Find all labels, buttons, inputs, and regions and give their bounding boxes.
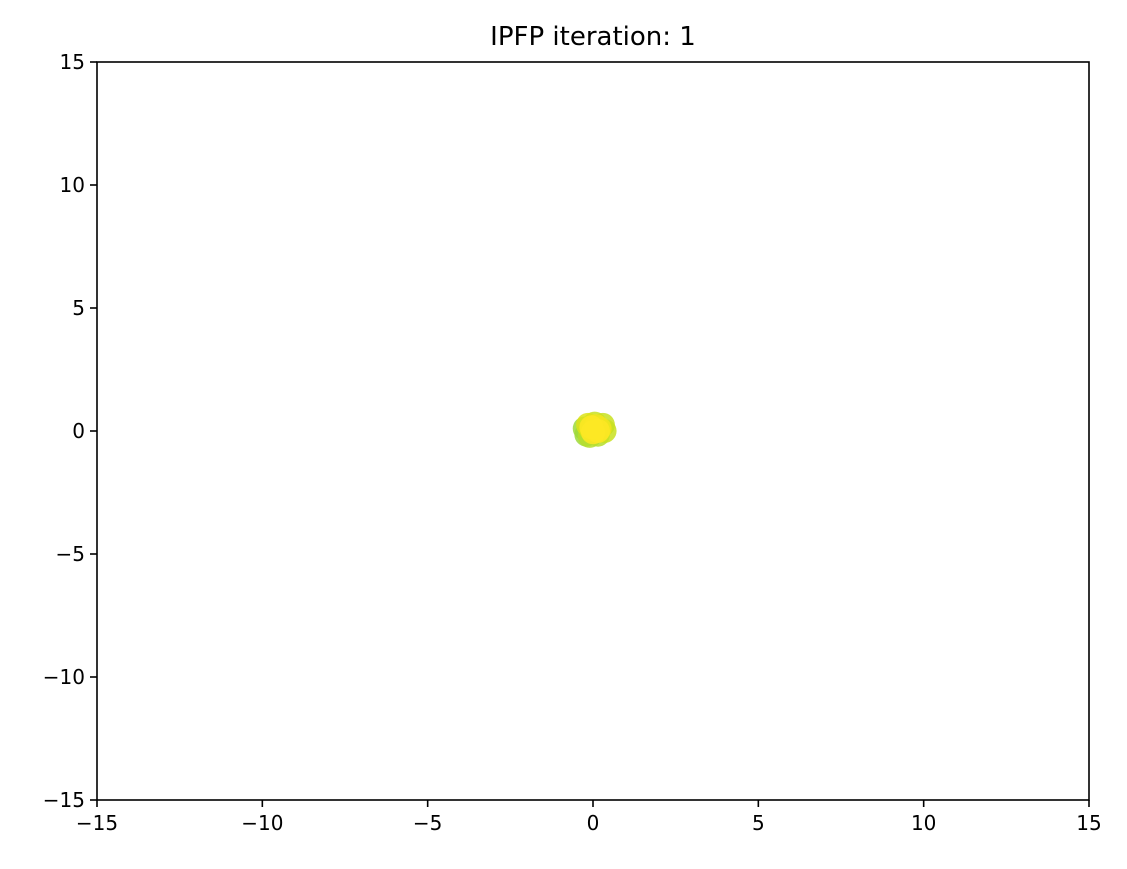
x-tick-label: 15 [1076, 811, 1101, 835]
y-tick-label: −5 [56, 542, 85, 566]
x-tick-label: −15 [76, 811, 118, 835]
x-tick-label: 5 [752, 811, 765, 835]
y-tick-label: 5 [72, 296, 85, 320]
y-tick-label: −10 [43, 665, 85, 689]
y-tick-label: 15 [60, 50, 85, 74]
chart-title: IPFP iteration: 1 [490, 22, 696, 52]
x-tick-label: −10 [241, 811, 283, 835]
x-axis: −15 −10 −5 0 5 10 15 [76, 800, 1102, 835]
x-tick-label: −5 [413, 811, 442, 835]
x-tick-label: 0 [587, 811, 600, 835]
y-tick-label: −15 [43, 788, 85, 812]
y-tick-label: 0 [72, 419, 85, 443]
scatter-points [572, 411, 617, 448]
scatter-point [579, 415, 604, 440]
y-axis: −15 −10 −5 0 5 10 15 [43, 50, 97, 812]
y-tick-label: 10 [60, 173, 85, 197]
plot-frame [96, 61, 1090, 801]
x-tick-label: 10 [911, 811, 936, 835]
